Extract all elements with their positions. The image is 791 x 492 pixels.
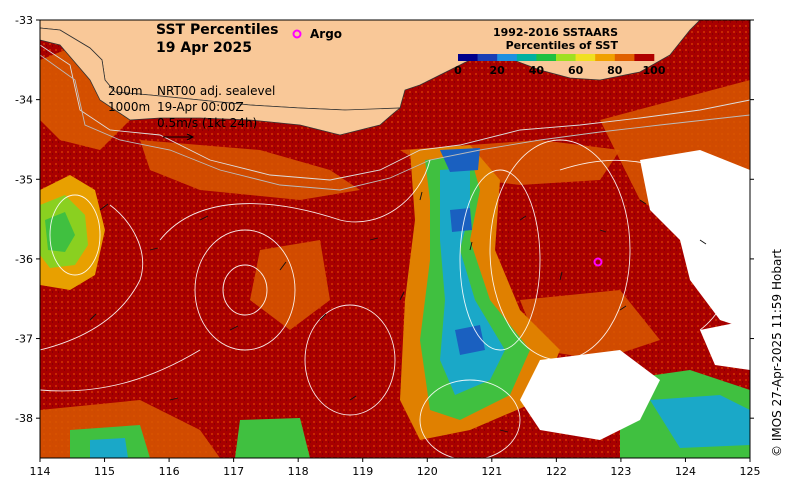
x-tick-label: 123 [610,465,631,478]
isobath-1000m-label: 1000m [108,100,150,114]
valid-time-label: 19-Apr 00:00Z [157,100,244,114]
argo-legend-label: Argo [310,27,342,41]
y-tick-label: -37 [15,333,33,346]
colorbar-title-1: 1992-2016 SSTAARS [493,26,618,39]
y-tick-label: -35 [15,173,33,186]
colorbar-swatch [595,54,616,61]
x-tick-label: 116 [159,465,180,478]
isobath-200m-label: 200m [108,84,143,98]
land-australia-coast [40,27,402,136]
colorbar-swatch [556,54,576,61]
map-title: SST Percentiles [156,22,279,38]
current-vectors [89,191,707,433]
colorbar-ticks: 0 20 40 60 80 100 [454,64,666,77]
sst-region-blue-tongue-1 [440,148,480,172]
sea-level-contours [40,139,734,458]
x-tick-label: 120 [417,465,438,478]
no-data-east [640,150,750,330]
y-tick-label: -33 [15,14,33,27]
colorbar [458,54,655,61]
y-tick-label: -36 [15,253,33,266]
x-tick-label: 115 [94,465,115,478]
sst-region-cyan-south [90,438,128,458]
colorbar-swatch [458,54,478,61]
colorbar-swatch [634,54,655,61]
colorbar-tick-label: 40 [529,64,545,77]
colorbar-tick-label: 100 [643,64,666,77]
vector-scale-arrow [163,133,195,141]
sst-region-orange-7 [520,290,660,360]
colorbar-tick-label: 60 [568,64,584,77]
y-axis: -33 -34 -35 -36 -37 -38 [15,14,754,425]
x-tick-label: 125 [740,465,761,478]
imos-credit: © IMOS 27-Apr-2025 11:59 Hobart [770,249,784,457]
x-tick-label: 114 [30,465,51,478]
colorbar-tick-label: 20 [490,64,506,77]
colorbar-title-2: Percentiles of SST [506,39,619,52]
colorbar-swatch [536,54,557,61]
sst-region-green-southwest [235,418,310,458]
sst-region-cyan-southeast [650,395,750,448]
sst-region-blue-tongue-2 [450,208,472,232]
colorbar-tick-label: 80 [607,64,623,77]
argo-legend-icon [292,29,302,39]
sst-region-blue-tongue-3 [455,325,485,355]
vector-scale-label: 0.5m/s (1kt 24h) [157,116,257,130]
colorbar-swatch [516,54,537,61]
isobath-200m [40,44,750,181]
x-tick-label: 118 [288,465,309,478]
colorbar-swatch [497,54,518,61]
y-tick-label: -38 [15,412,33,425]
colorbar-swatch [614,54,635,61]
x-axis: 114 115 116 117 118 119 120 121 122 123 124 125 [30,458,761,478]
sst-region-lime-west [45,212,75,252]
map-date: 19 Apr 2025 [156,40,252,56]
no-data-southeast [520,350,660,440]
plot-border [39,19,751,459]
y-tick-label: -34 [15,94,33,107]
x-tick-label: 117 [223,465,244,478]
colorbar-tick-label: 0 [454,64,462,77]
x-tick-label: 124 [675,465,696,478]
colorbar-swatch [575,54,596,61]
x-tick-label: 122 [546,465,567,478]
x-tick-label: 119 [352,465,373,478]
no-data-east-patch [700,320,750,370]
argo-float-marker[interactable] [593,257,603,267]
isobath-1000m [40,54,750,191]
altimetry-label: NRT00 adj. sealevel [157,84,275,98]
x-tick-label: 121 [481,465,502,478]
colorbar-swatch [477,54,498,61]
sst-region-orange-4 [250,240,330,330]
sst-region-orange-1 [40,40,130,150]
plot-area [40,20,750,458]
